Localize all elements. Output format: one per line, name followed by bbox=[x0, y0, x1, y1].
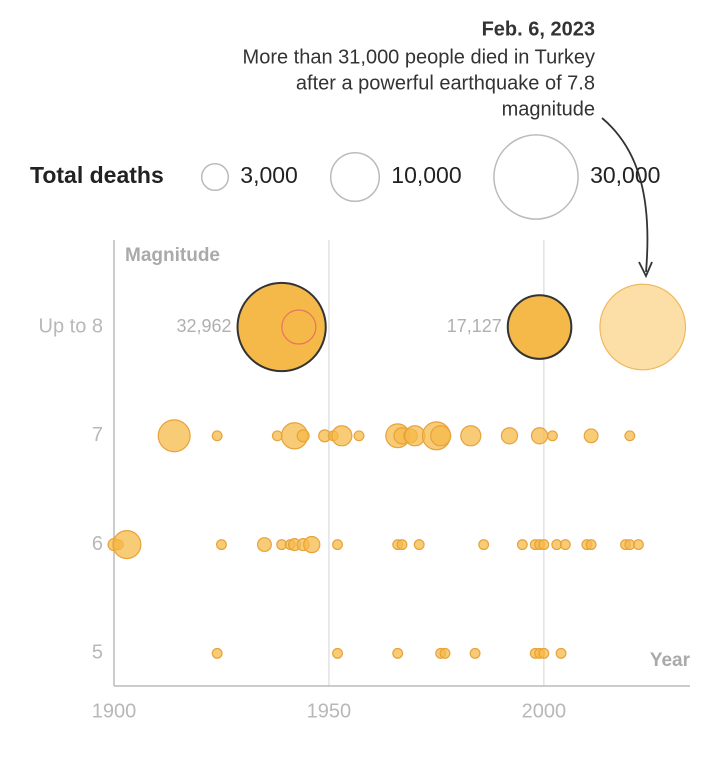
bubble bbox=[546, 430, 558, 442]
legend-label: 30,000 bbox=[590, 162, 660, 188]
bubble bbox=[281, 309, 317, 345]
bubble bbox=[559, 539, 571, 551]
bubble bbox=[296, 429, 310, 443]
x-tick-label: 1900 bbox=[92, 700, 137, 722]
annotation-title: Feb. 6, 2023 bbox=[482, 18, 595, 40]
bubble bbox=[332, 539, 343, 551]
bubble bbox=[396, 539, 408, 551]
x-tick-label: 1950 bbox=[307, 700, 352, 722]
bubble bbox=[211, 430, 223, 442]
y-tick-label: 7 bbox=[92, 424, 103, 446]
y-tick-label: 6 bbox=[92, 533, 103, 555]
bubble bbox=[430, 425, 452, 447]
bubble bbox=[271, 430, 283, 442]
bubble bbox=[303, 535, 321, 554]
bubble bbox=[460, 425, 482, 447]
bubble bbox=[216, 539, 227, 551]
bubble bbox=[599, 283, 687, 371]
bubble bbox=[585, 539, 597, 551]
legend-circle bbox=[200, 162, 230, 192]
y-tick-label: Up to 8 bbox=[39, 315, 103, 337]
bubble bbox=[632, 539, 644, 551]
bubble bbox=[353, 430, 365, 442]
bubble bbox=[478, 539, 490, 551]
bubble bbox=[500, 427, 519, 445]
bubble bbox=[624, 430, 636, 442]
bubble bbox=[516, 539, 528, 551]
bubble bbox=[583, 428, 599, 444]
legend-label: 3,000 bbox=[240, 162, 298, 188]
bubble bbox=[332, 647, 343, 659]
bubble bbox=[331, 425, 353, 447]
x-axis-label: Year bbox=[650, 650, 691, 671]
legend-title: Total deaths bbox=[30, 162, 164, 188]
bubble bbox=[256, 537, 272, 553]
bubble bbox=[439, 647, 451, 659]
value-label: 17,127 bbox=[447, 316, 502, 336]
bubble bbox=[469, 647, 481, 659]
bubble bbox=[413, 539, 425, 551]
legend-label: 10,000 bbox=[391, 162, 461, 188]
bubble bbox=[506, 294, 573, 360]
y-axis-label: Magnitude bbox=[125, 245, 220, 266]
bubble bbox=[211, 647, 223, 659]
annotation-line: magnitude bbox=[502, 98, 595, 120]
value-label: 32,962 bbox=[176, 316, 231, 336]
legend-circle bbox=[329, 151, 381, 203]
annotation-line: More than 31,000 people died in Turkey bbox=[243, 46, 595, 68]
bubble bbox=[555, 647, 567, 659]
bubble bbox=[538, 647, 550, 659]
annotation-arrow bbox=[601, 117, 649, 273]
bubble bbox=[112, 530, 142, 560]
y-tick-label: 5 bbox=[92, 642, 103, 664]
annotation-line: after a powerful earthquake of 7.8 bbox=[296, 72, 595, 94]
legend-circle bbox=[493, 134, 579, 220]
x-tick-label: 2000 bbox=[522, 700, 567, 722]
bubble bbox=[157, 419, 191, 453]
bubble bbox=[530, 427, 549, 445]
bubble bbox=[392, 647, 404, 659]
annotation-arrowhead bbox=[638, 261, 653, 279]
bubble bbox=[538, 539, 550, 551]
